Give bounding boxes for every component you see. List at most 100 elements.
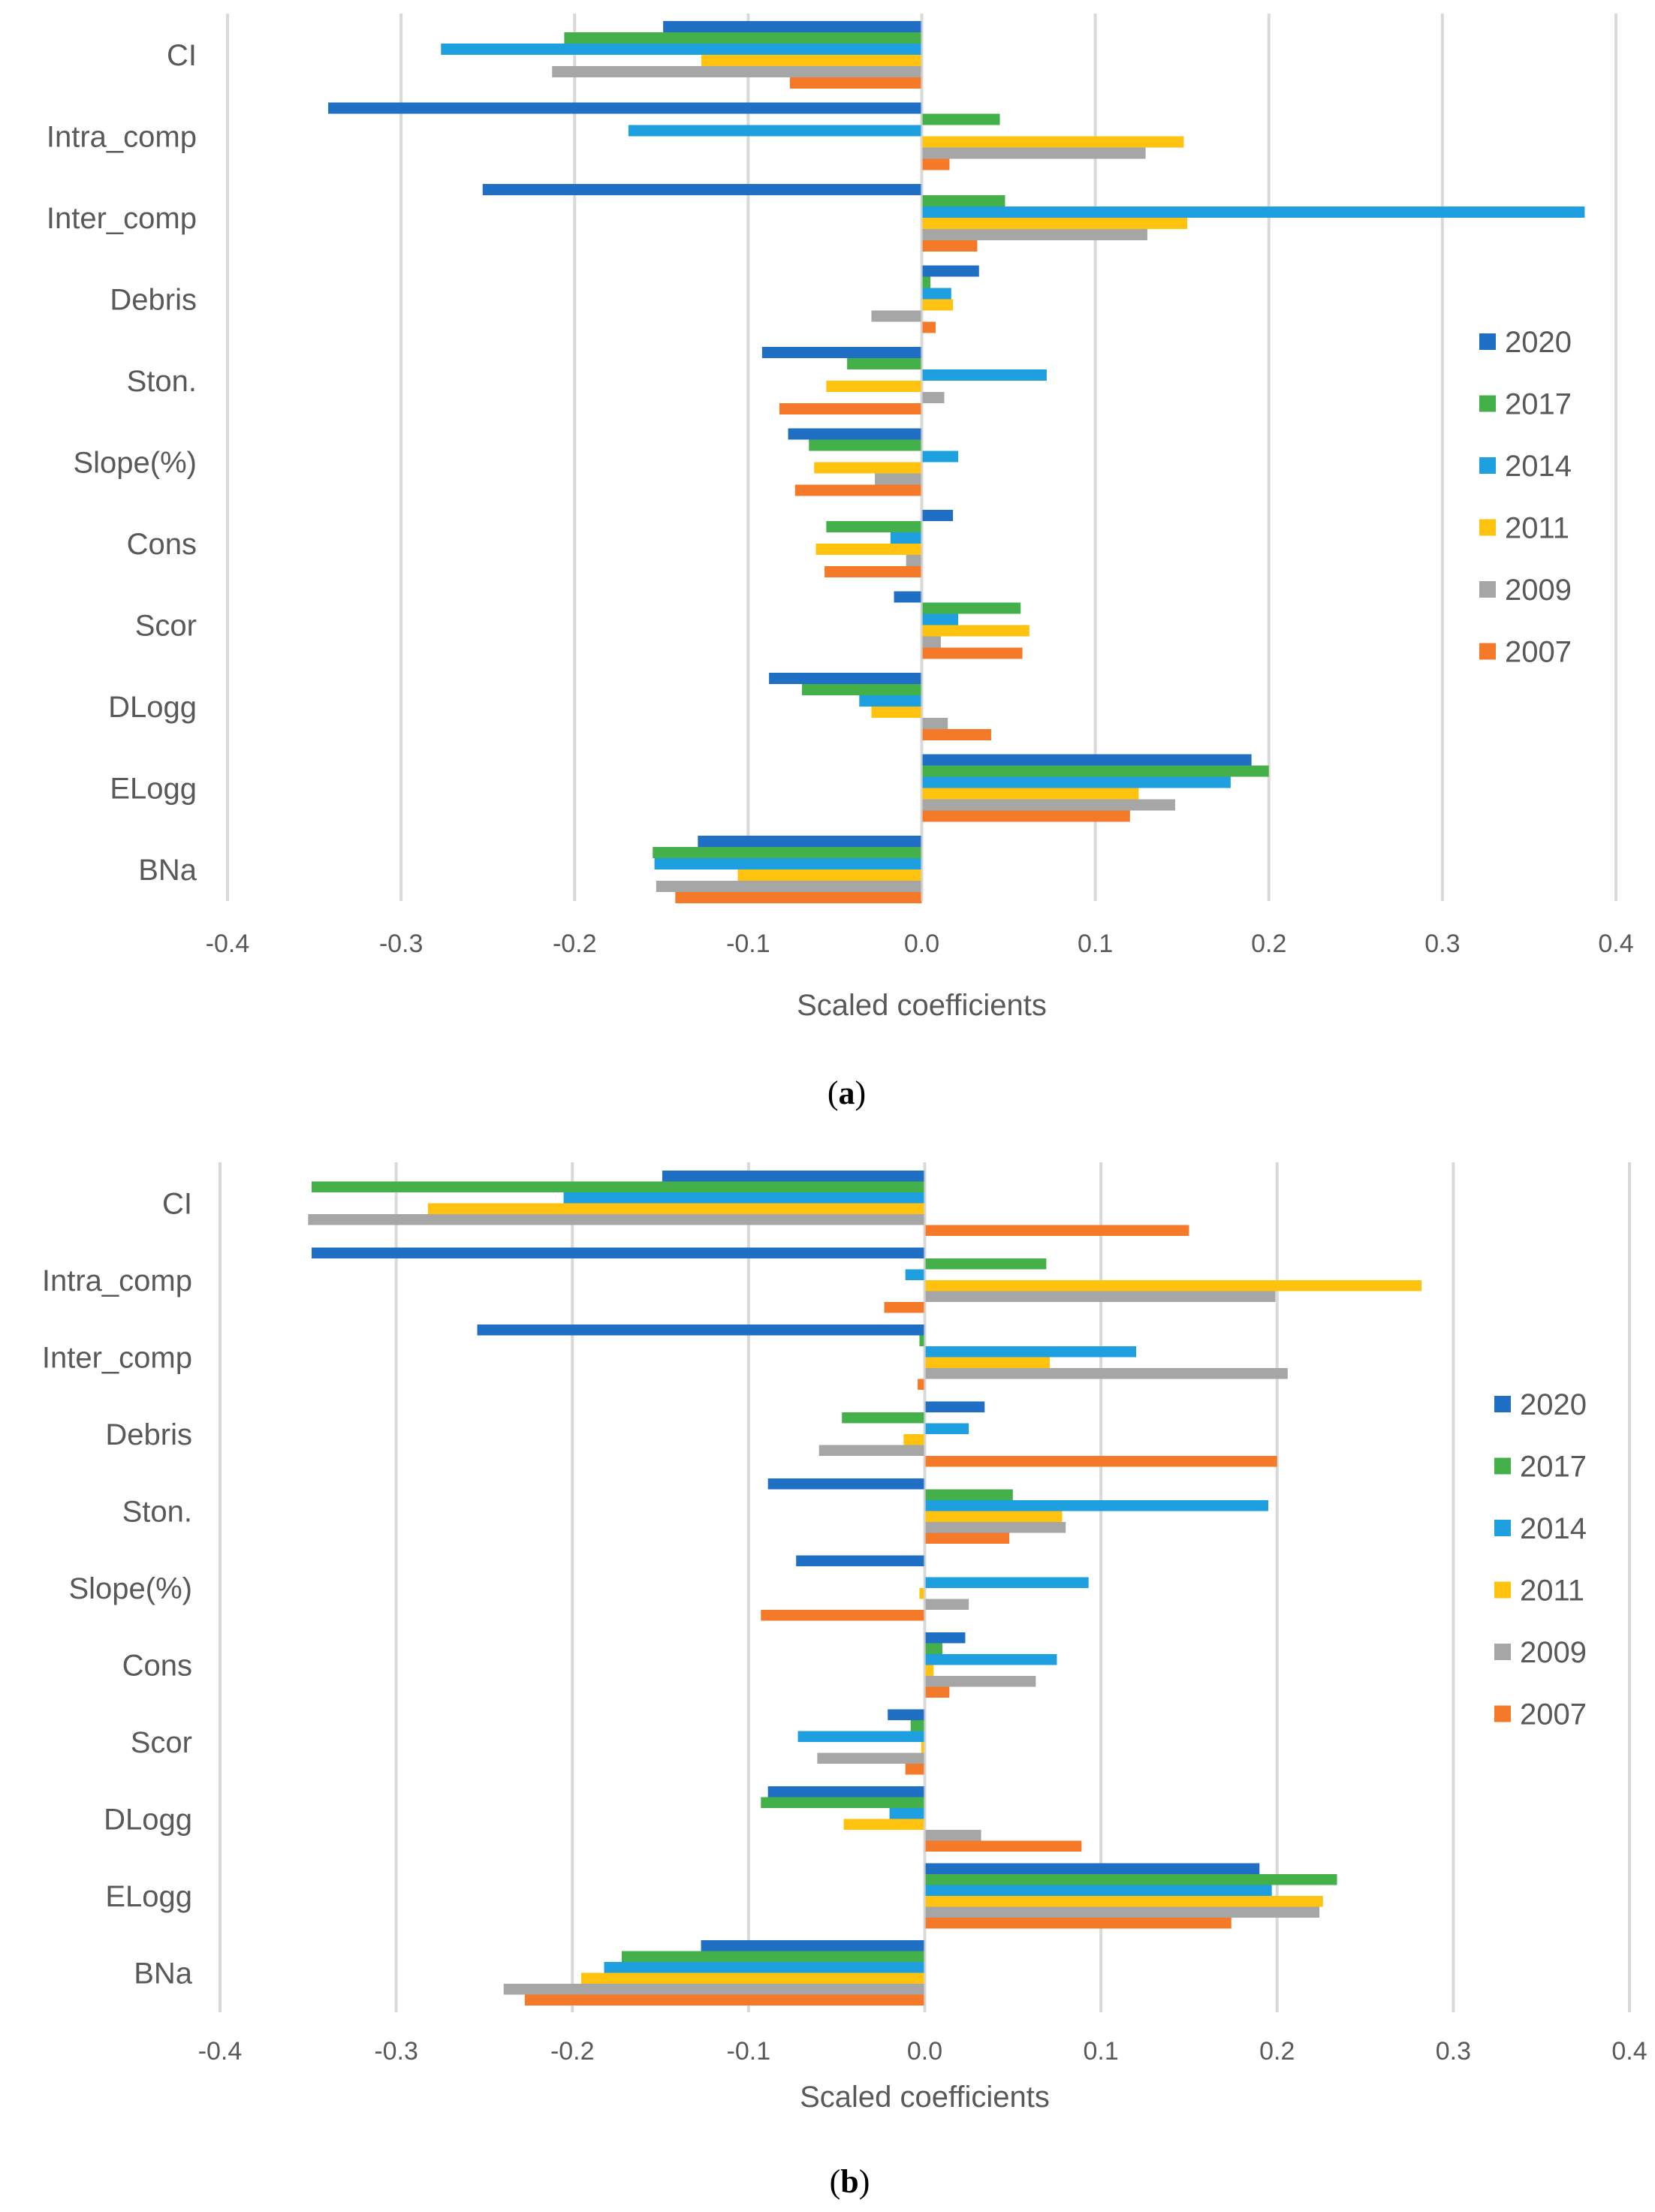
legend-item-2020: 2020 — [1494, 1388, 1587, 1421]
legend-item-2017: 2017 — [1494, 1451, 1587, 1484]
bar-2007-Intra_comp — [884, 1302, 925, 1313]
legend-item-2007: 2007 — [1494, 1698, 1587, 1731]
x-tick-label: -0.4 — [198, 2037, 243, 2066]
category-label: Intra_comp — [42, 1264, 192, 1297]
legend-item-2011: 2011 — [1479, 512, 1569, 545]
legend-label: 2011 — [1520, 1575, 1584, 1608]
bar-2020-ELogg — [921, 754, 1252, 766]
bar-2007-DLogg — [921, 729, 991, 740]
bar-2017-Scor — [921, 602, 1021, 614]
bar-2009-ELogg — [924, 1906, 1320, 1918]
bar-2017-Cons — [924, 1643, 942, 1654]
bar-2020-Cons — [924, 1632, 966, 1644]
legend-label: 2017 — [1505, 388, 1572, 421]
x-tick-label: 0.4 — [1598, 930, 1633, 958]
bar-2009-BNa — [503, 1984, 925, 1995]
bar-2020-Debris — [921, 265, 979, 277]
bar-2009-Debris — [818, 1445, 925, 1456]
legend-label: 2014 — [1520, 1512, 1587, 1545]
x-tick-label: -0.2 — [553, 930, 597, 958]
legend-item-2020: 2020 — [1479, 326, 1572, 359]
bar-2017-Ston. — [847, 358, 922, 369]
bar-2011-ELogg — [921, 788, 1139, 800]
bar-2014-Intra_comp — [628, 125, 922, 137]
bar-2020-CI — [662, 1171, 925, 1182]
bar-2011-Debris — [903, 1434, 925, 1445]
bar-2014-Cons — [924, 1654, 1057, 1665]
x-tick-label: 0.4 — [1611, 2037, 1647, 2066]
category-label: Scor — [135, 610, 197, 643]
bar-2020-Intra_comp — [328, 102, 922, 114]
panel-caption: (b) — [830, 2163, 870, 2200]
bar-2007-Scor — [905, 1764, 925, 1775]
category-label: BNa — [138, 854, 197, 887]
legend-label: 2014 — [1505, 450, 1572, 483]
bar-2009-Slope(%) — [924, 1599, 969, 1610]
bar-2020-Ston. — [761, 347, 922, 358]
bar-2020-DLogg — [767, 1786, 925, 1798]
legend-label: 2011 — [1505, 512, 1569, 545]
bar-2014-Inter_comp — [924, 1346, 1137, 1358]
bar-2020-Scor — [894, 591, 922, 603]
bar-2020-Inter_comp — [482, 184, 922, 195]
legend-label: 2009 — [1505, 574, 1572, 607]
x-tick-label: -0.3 — [374, 2037, 418, 2066]
bar-2009-ELogg — [921, 799, 1175, 811]
bar-2020-Intra_comp — [312, 1247, 925, 1258]
bar-2017-BNa — [653, 847, 922, 858]
bar-2011-DLogg — [843, 1819, 925, 1830]
bar-2014-Debris — [921, 288, 951, 300]
legend-label: 2020 — [1505, 326, 1572, 359]
bar-2007-ELogg — [924, 1918, 1231, 1929]
bar-2017-BNa — [621, 1951, 925, 1962]
bar-2011-Scor — [921, 625, 1029, 637]
bar-2014-DLogg — [859, 695, 922, 707]
legend-swatch — [1494, 1520, 1511, 1536]
bar-2007-Slope(%) — [761, 1610, 925, 1621]
bar-2007-CI — [789, 77, 922, 89]
bar-2011-Slope(%) — [919, 1588, 925, 1599]
bar-2020-Inter_comp — [477, 1324, 925, 1336]
bar-2007-Inter_comp — [921, 240, 978, 252]
bar-2007-DLogg — [924, 1840, 1082, 1852]
chart-panel-b: -0.4 -0.3 -0.2 -0.1 0.0 0.1 0.2 0.3 0.4 CI Intra_c… — [42, 1162, 1647, 2200]
category-label: Scor — [131, 1726, 192, 1759]
bar-2007-Debris — [921, 321, 936, 333]
bar-2011-Cons — [815, 544, 922, 555]
bar-2014-BNa — [604, 1962, 925, 1973]
legend-label: 2020 — [1520, 1388, 1587, 1421]
bar-2007-BNa — [675, 892, 922, 903]
legend-item-2009: 2009 — [1479, 574, 1572, 607]
bar-2014-Debris — [924, 1423, 969, 1434]
x-tick-label: -0.4 — [206, 930, 250, 958]
x-tick-label: 0.2 — [1251, 930, 1286, 958]
bar-2007-Slope(%) — [794, 484, 922, 496]
bar-2017-Inter_comp — [919, 1335, 925, 1346]
legend-label: 2007 — [1505, 636, 1572, 669]
legend-item-2009: 2009 — [1494, 1636, 1587, 1669]
bar-2017-Scor — [910, 1720, 925, 1731]
category-label: Debris — [110, 284, 197, 317]
bar-2014-Scor — [921, 613, 959, 625]
x-tick-label: 0.3 — [1424, 930, 1460, 958]
bar-2007-Cons — [824, 566, 922, 577]
x-tick-label: 0.2 — [1259, 2037, 1295, 2066]
legend-swatch — [1494, 1581, 1511, 1599]
bar-2011-CI — [427, 1203, 925, 1214]
bar-2017-DLogg — [802, 684, 922, 695]
x-tick-label: 0.1 — [1083, 2037, 1118, 2066]
bar-2014-CI — [441, 44, 922, 55]
bar-2009-Debris — [871, 310, 922, 322]
bar-2011-Slope(%) — [814, 462, 922, 474]
bar-2014-Slope(%) — [924, 1577, 1089, 1588]
x-tick-label: 0.0 — [907, 2037, 942, 2066]
bar-2011-CI — [701, 55, 922, 66]
bar-2011-DLogg — [871, 707, 922, 718]
bar-2014-Intra_comp — [905, 1269, 925, 1280]
bar-2014-Ston. — [921, 369, 1047, 381]
legend-item-2011: 2011 — [1494, 1575, 1584, 1608]
category-label: Cons — [122, 1650, 192, 1683]
bar-2011-ELogg — [924, 1896, 1323, 1907]
bar-2020-Scor — [888, 1709, 925, 1720]
bar-2007-Intra_comp — [921, 158, 950, 170]
